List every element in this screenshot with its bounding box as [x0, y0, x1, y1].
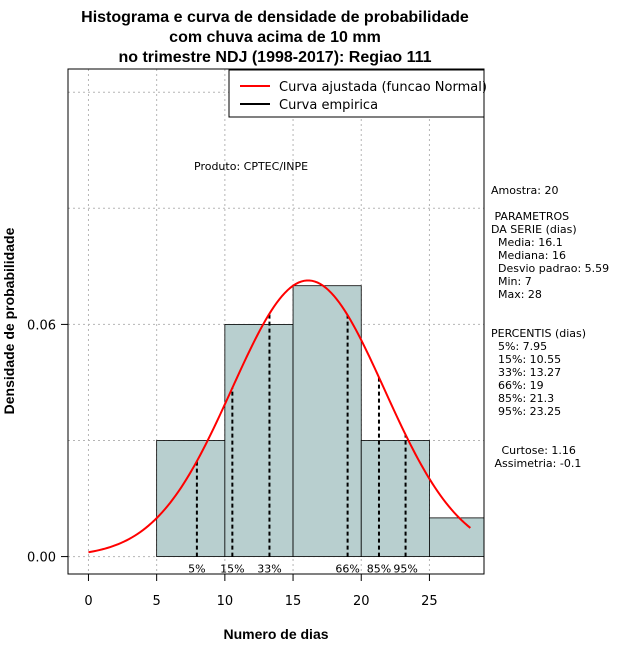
- stats-line: Amostra: 20: [491, 184, 558, 197]
- y-axis-title: Densidade de probabilidade: [1, 227, 17, 414]
- normal-curve: [88, 279, 471, 554]
- histogram-bar: [429, 517, 485, 557]
- stats-line: 95%: 23.25: [491, 405, 561, 418]
- x-tick-label: 0: [84, 594, 92, 609]
- stats-line: DA SERIE (dias): [491, 223, 577, 236]
- stats-line: 33%: 13.27: [491, 366, 561, 379]
- stats-line: Assimetria: -0.1: [491, 457, 581, 470]
- stats-line: 5%: 7.95: [491, 340, 547, 353]
- legend: Curva ajustada (funcao Normal) Curva emp…: [228, 69, 487, 118]
- chart-title-line-2: com chuva acima de 10 mm: [169, 29, 381, 46]
- histogram-bar: [224, 324, 294, 557]
- stats-line: PARAMETROS: [491, 210, 569, 223]
- normal-curve-path: [88, 279, 471, 554]
- percentile-label: 15%: [220, 563, 244, 576]
- histogram-bar: [156, 440, 226, 557]
- percentile-label: 33%: [257, 563, 281, 576]
- x-axis-title: Numero de dias: [223, 626, 328, 642]
- x-tick-label: 15: [285, 594, 302, 609]
- legend-label-fitted: Curva ajustada (funcao Normal): [279, 80, 487, 95]
- stats-line: 15%: 10.55: [491, 353, 561, 366]
- histogram-bar: [292, 285, 362, 557]
- histogram-bars: [156, 285, 485, 557]
- stats-line: Media: 16.1: [491, 236, 563, 249]
- legend-label-empirical: Curva empirica: [279, 98, 378, 113]
- histogram-bar: [360, 440, 430, 557]
- stats-line: PERCENTIS (dias): [491, 327, 586, 340]
- stats-line: 85%: 21.3: [491, 392, 554, 405]
- y-tick-label: 0.06: [27, 318, 56, 333]
- stats-line: Curtose: 1.16: [491, 444, 576, 457]
- stats-line: Mediana: 16: [491, 249, 566, 262]
- percentile-label: 66%: [335, 563, 359, 576]
- x-tick-label: 5: [153, 594, 161, 609]
- percentile-label: 95%: [393, 563, 417, 576]
- chart-title: Histograma e curva de densidade de proba…: [81, 9, 469, 66]
- x-tick-label: 25: [421, 594, 438, 609]
- stats-line: Max: 28: [491, 288, 542, 301]
- x-tick-label: 20: [353, 594, 370, 609]
- chart-title-line-3: no trimestre NDJ (1998-2017): Regiao 111: [118, 49, 431, 66]
- chart-title-line-1: Histograma e curva de densidade de proba…: [81, 9, 469, 26]
- stats-line: Min: 7: [491, 275, 532, 288]
- percentile-label: 85%: [367, 563, 391, 576]
- percentile-label: 5%: [188, 563, 205, 576]
- legend-box: [228, 69, 485, 118]
- y-tick-label: 0.00: [27, 551, 56, 566]
- stats-line: Desvio padrao: 5.59: [491, 262, 609, 275]
- stats-line: 66%: 19: [491, 379, 544, 392]
- axes: 0 5 10 15 20 25 0.00 0.06: [27, 318, 438, 609]
- product-annotation: Produto: CPTEC/INPE: [194, 160, 308, 173]
- percentile-lines: 5% 15% 33% 66% 85% 95%: [188, 313, 418, 576]
- x-tick-label: 10: [217, 594, 234, 609]
